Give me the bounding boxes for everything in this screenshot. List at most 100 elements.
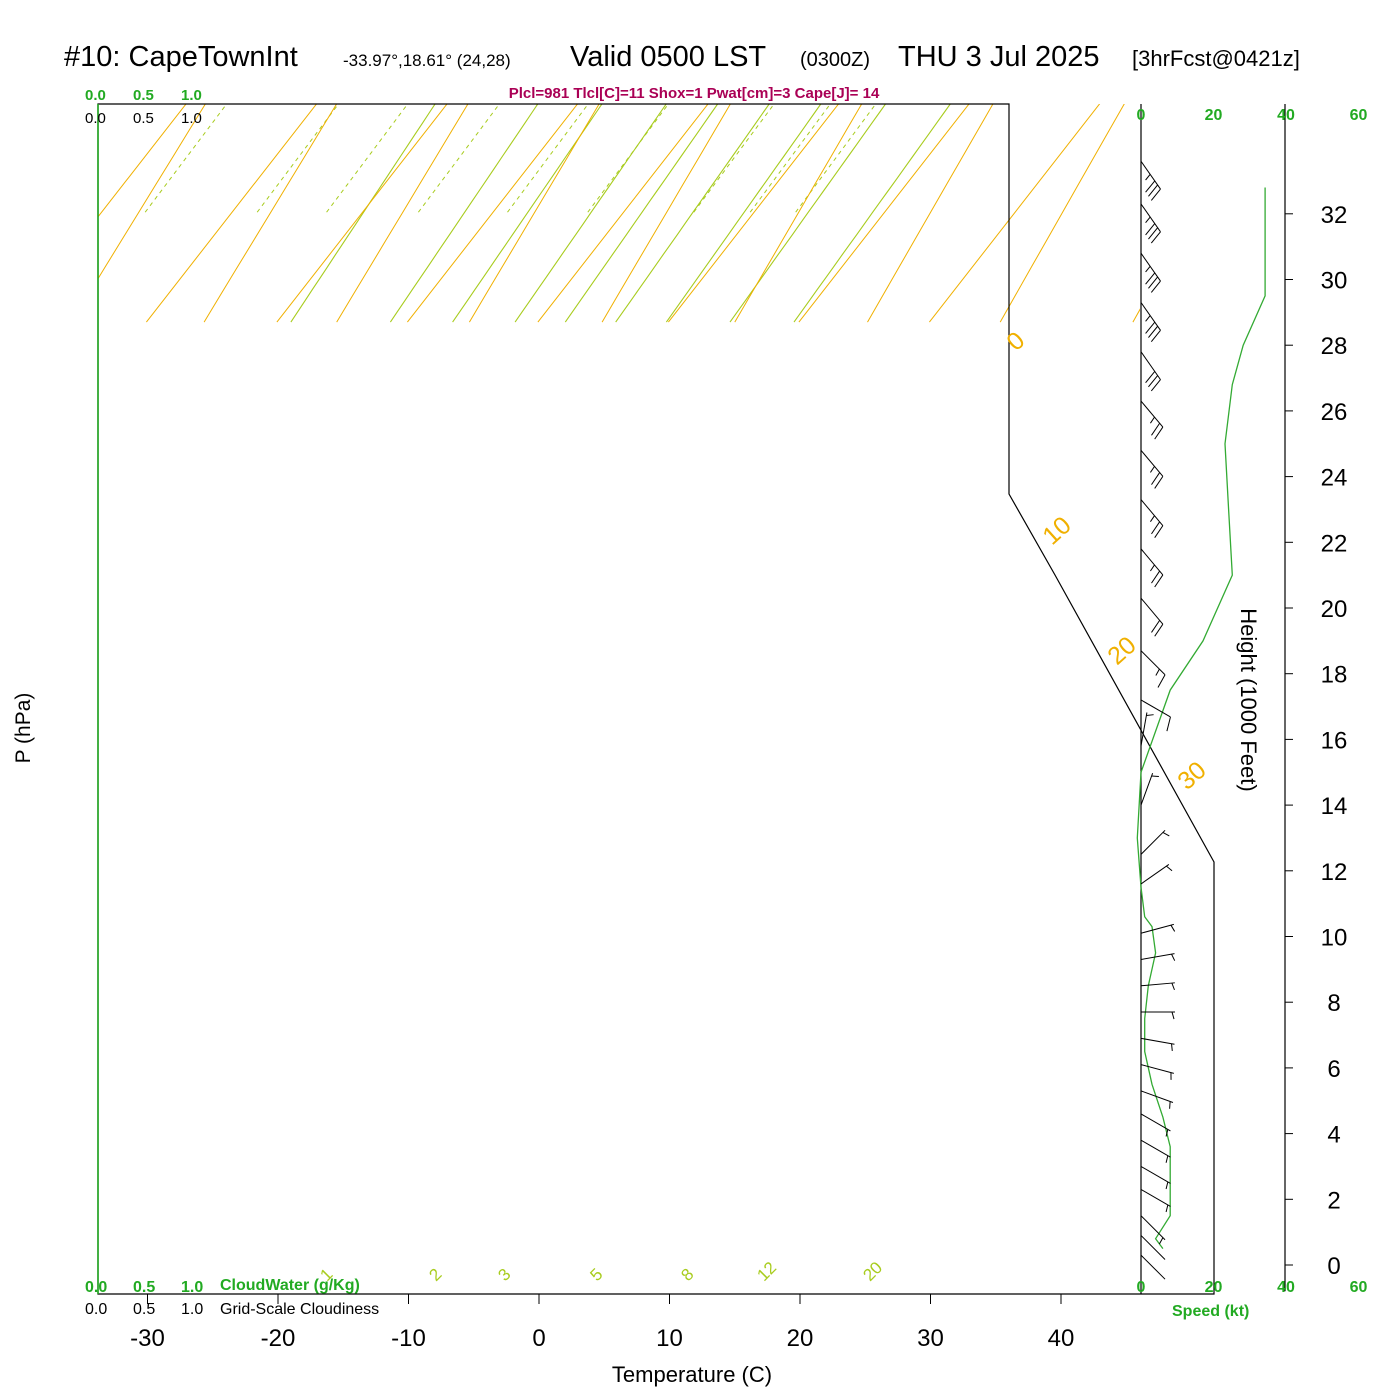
- wind-barb: [1140, 953, 1176, 961]
- barb-half-flag: [1150, 466, 1155, 473]
- pressure-axis: 2503004005007008501000: [27, 0, 99, 1294]
- barb-flag: [1154, 476, 1164, 489]
- barb-staff: [1140, 1139, 1171, 1158]
- barb-staff: [1140, 829, 1166, 855]
- barb-staff: [1140, 772, 1154, 806]
- mixing-ratio-label: 12: [753, 1258, 780, 1285]
- cloud-tick: 0.0: [85, 1279, 107, 1296]
- barb-staff: [1140, 1037, 1175, 1045]
- cloud-tick: 0.0: [85, 87, 106, 104]
- barb-flag: [1150, 280, 1161, 293]
- forecast-label: [3hrFcst@0421z]: [1132, 46, 1300, 71]
- speed-scale-tick: 40: [1277, 1279, 1295, 1296]
- barb-staff: [1140, 499, 1164, 526]
- barb-staff: [1140, 923, 1174, 934]
- mixing-ratio-line: [749, 104, 831, 213]
- valid-time: Valid 0500 LST: [570, 41, 766, 73]
- wind-barb: [1140, 1064, 1174, 1080]
- barb-flag: [1151, 620, 1161, 633]
- barb-flag: [1148, 375, 1159, 388]
- mixing-ratio-label: 20: [859, 1258, 886, 1285]
- wind-barb: [1140, 712, 1154, 747]
- height-tick-label: 28: [1321, 333, 1348, 360]
- barb-flag: [1148, 227, 1159, 240]
- wind-barb: [1140, 1189, 1171, 1213]
- barb-staff: [1140, 712, 1148, 747]
- cloudiness-scale-top: 0.0 0.5 1.0: [85, 110, 202, 127]
- barb-staff: [1140, 1113, 1171, 1132]
- barb-staff: [1140, 1064, 1174, 1074]
- in-plot-labels: 100-10-20-30123581220: [316, 1258, 886, 1285]
- barb-flag: [1151, 422, 1161, 436]
- mixing-ratio-label: 3: [494, 1265, 514, 1285]
- barb-staff: [1140, 302, 1161, 331]
- barb-staff: [1140, 1189, 1171, 1207]
- barb-half-flag: [1150, 416, 1155, 424]
- cloud-tick: 1.0: [181, 1279, 203, 1296]
- barb-flag: [1145, 180, 1156, 193]
- wind-barb: [1140, 864, 1173, 885]
- barb-flag: [1148, 325, 1159, 338]
- temperature-axis-title: Temperature (C): [612, 1362, 772, 1387]
- barb-half-flag: [1166, 865, 1173, 872]
- barb-flag: [1151, 521, 1161, 535]
- cloudiness-scale-bottom: 0.0 0.5 1.0 Grid-Scale Cloudiness: [85, 1301, 379, 1318]
- dry-adiabat-label: 20: [1102, 631, 1141, 670]
- cloud-tick: 0.5: [133, 87, 154, 104]
- barb-half-flag: [1150, 515, 1155, 522]
- barb-half-flag: [1171, 953, 1176, 961]
- dry-adiabat-label: 10: [1037, 511, 1076, 550]
- wind-barb: [1140, 449, 1164, 489]
- temp-tick-label: -10: [391, 1325, 426, 1352]
- temp-tick-label: 30: [917, 1325, 944, 1352]
- wind-barb: [1140, 1235, 1166, 1260]
- panel-outline: [97, 103, 1215, 1295]
- sounding-indices: Plcl=981 Tlcl[C]=11 Shox=1 Pwat[cm]=3 Ca…: [509, 85, 880, 102]
- wind-barb: [1140, 1113, 1171, 1137]
- dry-adiabat-label: 30: [1172, 756, 1211, 795]
- barb-flag: [1150, 231, 1161, 244]
- cloud-tick: 0.0: [85, 110, 106, 127]
- barb-flag: [1150, 330, 1161, 342]
- barb-flag: [1145, 321, 1156, 334]
- height-axis-title: Height (1000 Feet): [1236, 608, 1261, 791]
- temp-tick-label: -20: [261, 1325, 296, 1352]
- height-tick-label: 22: [1321, 530, 1348, 557]
- cloudwater-scale-bottom: 0.0 0.5 1.0 CloudWater (g/Kg): [85, 1277, 360, 1296]
- temperature-axis: -30 -20 -10 0 10 20 30 40: [130, 1294, 1074, 1352]
- speed-scale-tick: 60: [1350, 1279, 1368, 1296]
- dry-adiabat-label: 0: [1001, 326, 1030, 356]
- barb-flag: [1150, 379, 1161, 392]
- barb-staff: [1140, 203, 1161, 233]
- mixing-ratio-line: [507, 104, 589, 213]
- cloud-tick: 0.5: [133, 1301, 155, 1318]
- barb-staff: [1140, 548, 1164, 576]
- height-tick-label: 2: [1327, 1187, 1340, 1214]
- barb-flag: [1154, 525, 1164, 538]
- height-tick-label: 20: [1321, 596, 1348, 623]
- barb-flag: [1154, 623, 1164, 637]
- wind-barb: [1140, 499, 1164, 538]
- barb-half-flag: [1165, 1129, 1169, 1137]
- wind-barb: [1140, 1139, 1171, 1163]
- cloud-tick: 1.0: [181, 87, 202, 104]
- barb-half-flag: [1158, 1237, 1164, 1245]
- barb-flag: [1157, 674, 1166, 688]
- barb-staff: [1140, 351, 1161, 380]
- wind-barb: [1140, 772, 1159, 806]
- barb-staff: [1140, 1254, 1166, 1280]
- temp-tick-label: 40: [1048, 1325, 1075, 1352]
- barb-half-flag: [1162, 832, 1170, 837]
- speed-label: Speed (kt): [1172, 1303, 1249, 1320]
- wind-barb: [1140, 160, 1161, 201]
- barb-staff: [1140, 449, 1164, 477]
- temp-tick-label: 20: [787, 1325, 814, 1352]
- speed-scale-tick: 0: [1137, 107, 1146, 124]
- height-tick-label: 14: [1321, 793, 1348, 820]
- pressure-axis-title: P (hPa): [12, 693, 35, 764]
- barb-flag: [1145, 223, 1156, 236]
- barb-flag: [1148, 276, 1159, 289]
- barb-staff: [1140, 1090, 1174, 1103]
- barb-half-flag: [1169, 1101, 1171, 1109]
